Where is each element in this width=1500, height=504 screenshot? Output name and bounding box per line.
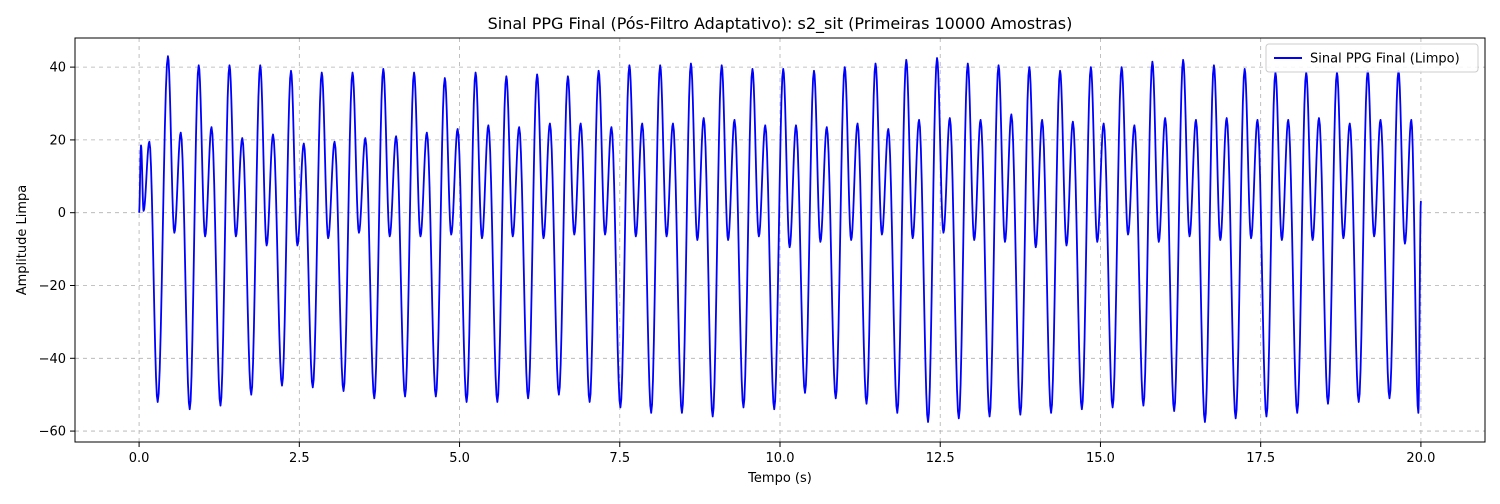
x-tick-label: 10.0 — [766, 451, 795, 466]
y-tick-label: −40 — [39, 352, 66, 367]
chart-title: Sinal PPG Final (Pós-Filtro Adaptativo):… — [488, 14, 1073, 34]
x-axis-label: Tempo (s) — [747, 471, 812, 486]
x-tick-label: 20.0 — [1406, 451, 1435, 466]
legend: Sinal PPG Final (Limpo) — [1265, 43, 1479, 73]
legend-label: Sinal PPG Final (Limpo) — [1310, 52, 1460, 67]
series-line — [138, 55, 1422, 423]
y-axis-label: Amplitude Limpa — [15, 185, 30, 296]
x-tick-label: 12.5 — [926, 451, 955, 466]
x-tick-label: 7.5 — [609, 451, 630, 466]
y-tick-label: 40 — [49, 61, 66, 76]
y-tick-label: −20 — [39, 279, 66, 294]
x-tick-label: 2.5 — [289, 451, 310, 466]
x-tick-label: 17.5 — [1246, 451, 1275, 466]
x-tick-label: 0.0 — [129, 451, 150, 466]
legend-box — [1265, 43, 1479, 73]
x-tick-label: 5.0 — [449, 451, 470, 466]
x-tick-label: 15.0 — [1086, 451, 1115, 466]
y-tick-label: −60 — [39, 425, 66, 440]
y-tick-label: 20 — [49, 133, 66, 148]
y-tick-label: 0 — [58, 206, 66, 221]
series-layer — [138, 55, 1422, 423]
axis-ticks: 0.0 2.5 5.0 7.5 10.0 12.5 15.0 17.5 20.0 −60 −40 −2… — [39, 61, 1436, 466]
